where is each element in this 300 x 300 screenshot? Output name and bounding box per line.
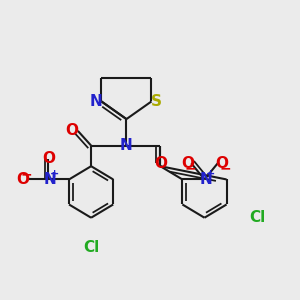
Text: O: O <box>42 151 55 166</box>
Text: O: O <box>154 156 167 171</box>
Text: O: O <box>16 172 29 187</box>
Text: O: O <box>65 123 78 138</box>
Text: Cl: Cl <box>83 240 99 255</box>
Text: N: N <box>120 138 133 153</box>
Text: −: − <box>219 161 231 176</box>
Text: O: O <box>181 156 194 171</box>
Text: +: + <box>50 169 59 179</box>
Text: S: S <box>151 94 162 109</box>
Text: −: − <box>20 167 32 181</box>
Text: −: − <box>184 161 196 176</box>
Text: N: N <box>90 94 103 109</box>
Text: +: + <box>206 169 216 179</box>
Text: N: N <box>200 172 212 187</box>
Text: Cl: Cl <box>249 210 266 225</box>
Text: O: O <box>215 156 228 171</box>
Text: N: N <box>44 172 56 187</box>
